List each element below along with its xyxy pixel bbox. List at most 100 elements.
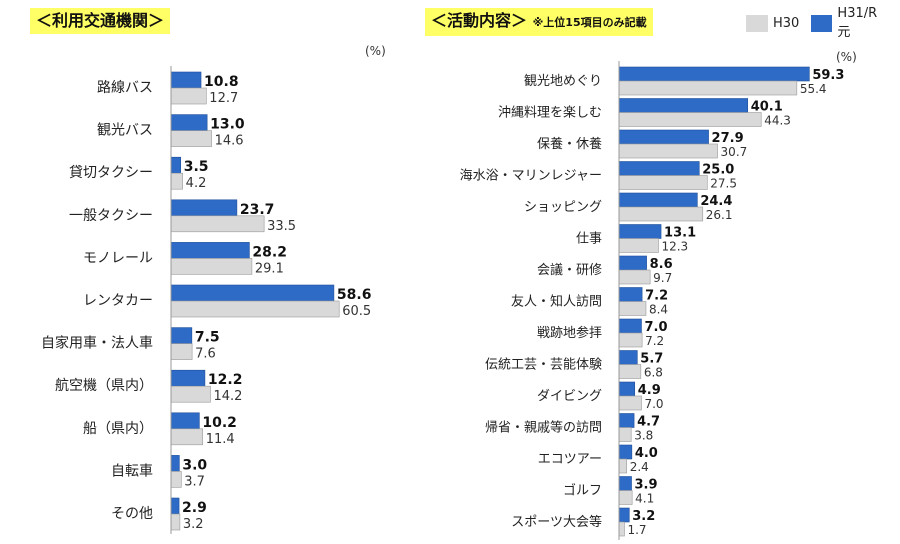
right-value-label-h30: 7.2 — [645, 334, 664, 348]
left-bar-r1 — [170, 242, 250, 259]
left-bar-h30 — [170, 130, 212, 147]
right-bar-r1 — [618, 444, 633, 460]
right-bar-h30 — [618, 332, 643, 348]
right-value-label-r1: 8.6 — [650, 257, 673, 272]
left-category-label: 一般タクシー — [69, 208, 153, 224]
left-value-label-r1: 23.7 — [240, 202, 275, 218]
right-bar-h30 — [618, 175, 708, 190]
right-category-label: エコツアー — [538, 452, 602, 467]
right-value-label-h30: 30.7 — [721, 145, 748, 159]
left-value-label-h30: 14.2 — [213, 389, 242, 404]
left-category-label: 観光バス — [97, 122, 153, 139]
right-value-label-r1: 4.0 — [635, 446, 658, 461]
right-category-label: ショッピング — [524, 200, 602, 215]
left-category-label: レンタカー — [83, 293, 153, 309]
right-category-label: スポーツ大会等 — [511, 514, 602, 530]
right-value-label-r1: 24.4 — [700, 194, 732, 209]
left-bar-r1 — [170, 412, 200, 430]
legend: H30 H31/R元 — [746, 6, 900, 40]
legend-swatch-r1 — [811, 14, 833, 32]
legend-label-r1: H31/R元 — [837, 6, 878, 40]
left-value-label-h30: 33.5 — [267, 219, 296, 234]
left-value-label-r1: 12.2 — [208, 372, 243, 388]
right-value-label-r1: 3.9 — [635, 478, 658, 493]
right-value-label-r1: 40.1 — [751, 100, 783, 115]
right-chart-title: ＜活動内容＞ ※上位15項目のみ記載 — [425, 8, 653, 36]
right-category-label: 帰省・親戚等の訪問 — [485, 420, 602, 436]
left-value-label-r1: 10.2 — [202, 415, 237, 431]
right-value-label-h30: 55.4 — [800, 82, 827, 96]
left-unit-label: (%) — [365, 44, 386, 58]
right-value-label-h30: 2.4 — [630, 460, 649, 474]
right-bar-h30 — [618, 269, 651, 285]
right-bar-r1 — [618, 318, 642, 334]
left-category-label: 路線バス — [97, 80, 153, 96]
legend-item-h30: H30 — [746, 14, 800, 32]
left-bar-h30 — [170, 258, 253, 275]
left-bar-r1 — [170, 327, 193, 344]
right-category-label: 観光地めぐり — [524, 74, 602, 89]
right-bar-r1 — [618, 413, 635, 428]
right-bar-h30 — [618, 521, 625, 537]
right-bar-r1 — [618, 255, 647, 271]
right-value-label-r1: 7.0 — [644, 320, 667, 335]
right-bar-r1 — [618, 507, 630, 523]
left-category-label: その他 — [111, 506, 153, 522]
left-bar-r1 — [170, 71, 202, 89]
legend-label-h30: H30 — [773, 15, 800, 31]
left-value-label-r1: 3.5 — [184, 159, 209, 175]
left-bar-h30 — [170, 385, 211, 403]
right-value-label-h30: 6.8 — [644, 366, 663, 380]
right-value-label-h30: 1.7 — [627, 523, 646, 537]
right-value-label-r1: 13.1 — [664, 226, 696, 241]
right-category-label: 会議・研修 — [537, 263, 602, 278]
left-value-label-r1: 10.8 — [204, 74, 239, 90]
left-value-label-h30: 7.6 — [195, 347, 216, 362]
left-bar-r1 — [170, 369, 206, 387]
left-bar-r1 — [170, 497, 180, 515]
right-value-label-r1: 25.0 — [702, 163, 734, 178]
left-value-label-h30: 12.7 — [209, 91, 238, 106]
right-value-label-r1: 5.7 — [640, 352, 663, 367]
right-category-label: 友人・知人訪問 — [511, 294, 602, 310]
right-category-label: 仕事 — [576, 232, 602, 247]
left-bar-r1 — [170, 156, 182, 174]
right-bar-h30 — [618, 80, 798, 96]
left-category-label: 貸切タクシー — [69, 165, 153, 181]
right-category-label: 戦跡地参拝 — [537, 325, 602, 341]
legend-item-r1: H31/R元 — [811, 6, 888, 40]
right-value-label-r1: 4.9 — [638, 383, 661, 398]
right-category-label: 海水浴・マリンレジャー — [460, 169, 602, 184]
left-value-label-r1: 7.5 — [195, 330, 220, 346]
right-category-label: 伝統工芸・芸能体験 — [485, 357, 602, 373]
right-value-label-h30: 26.1 — [706, 208, 733, 222]
left-value-label-r1: 3.0 — [182, 457, 207, 473]
right-bar-r1 — [618, 224, 662, 239]
left-category-label: 自転車 — [111, 462, 153, 479]
left-category-label: 自家用車・法人車 — [41, 335, 153, 352]
left-value-label-h30: 3.7 — [184, 474, 205, 489]
left-value-label-r1: 58.6 — [337, 287, 372, 303]
left-bar-h30 — [170, 300, 340, 318]
left-bar-r1 — [170, 284, 335, 302]
right-value-label-h30: 44.3 — [764, 114, 791, 128]
right-value-label-r1: 4.7 — [637, 415, 660, 430]
left-category-label: モノレール — [83, 250, 153, 266]
left-category-label: 航空機（県内） — [55, 378, 153, 394]
right-category-label: 保養・休養 — [537, 136, 602, 152]
left-bar-h30 — [170, 428, 203, 446]
right-bar-h30 — [618, 238, 659, 253]
right-value-label-r1: 59.3 — [812, 68, 844, 83]
right-bar-h30 — [618, 490, 633, 505]
right-title-text: ＜活動内容＞ — [431, 11, 528, 30]
left-title-text: ＜利用交通機関＞ — [36, 11, 165, 30]
right-bar-r1 — [618, 98, 749, 113]
left-category-label: 船（県内） — [83, 421, 153, 437]
right-bar-h30 — [618, 427, 632, 442]
left-value-label-h30: 4.2 — [186, 176, 207, 191]
left-bar-h30 — [170, 513, 181, 531]
left-value-label-h30: 3.2 — [183, 517, 204, 532]
right-value-label-h30: 4.1 — [635, 492, 654, 506]
left-bar-h30 — [170, 87, 207, 105]
